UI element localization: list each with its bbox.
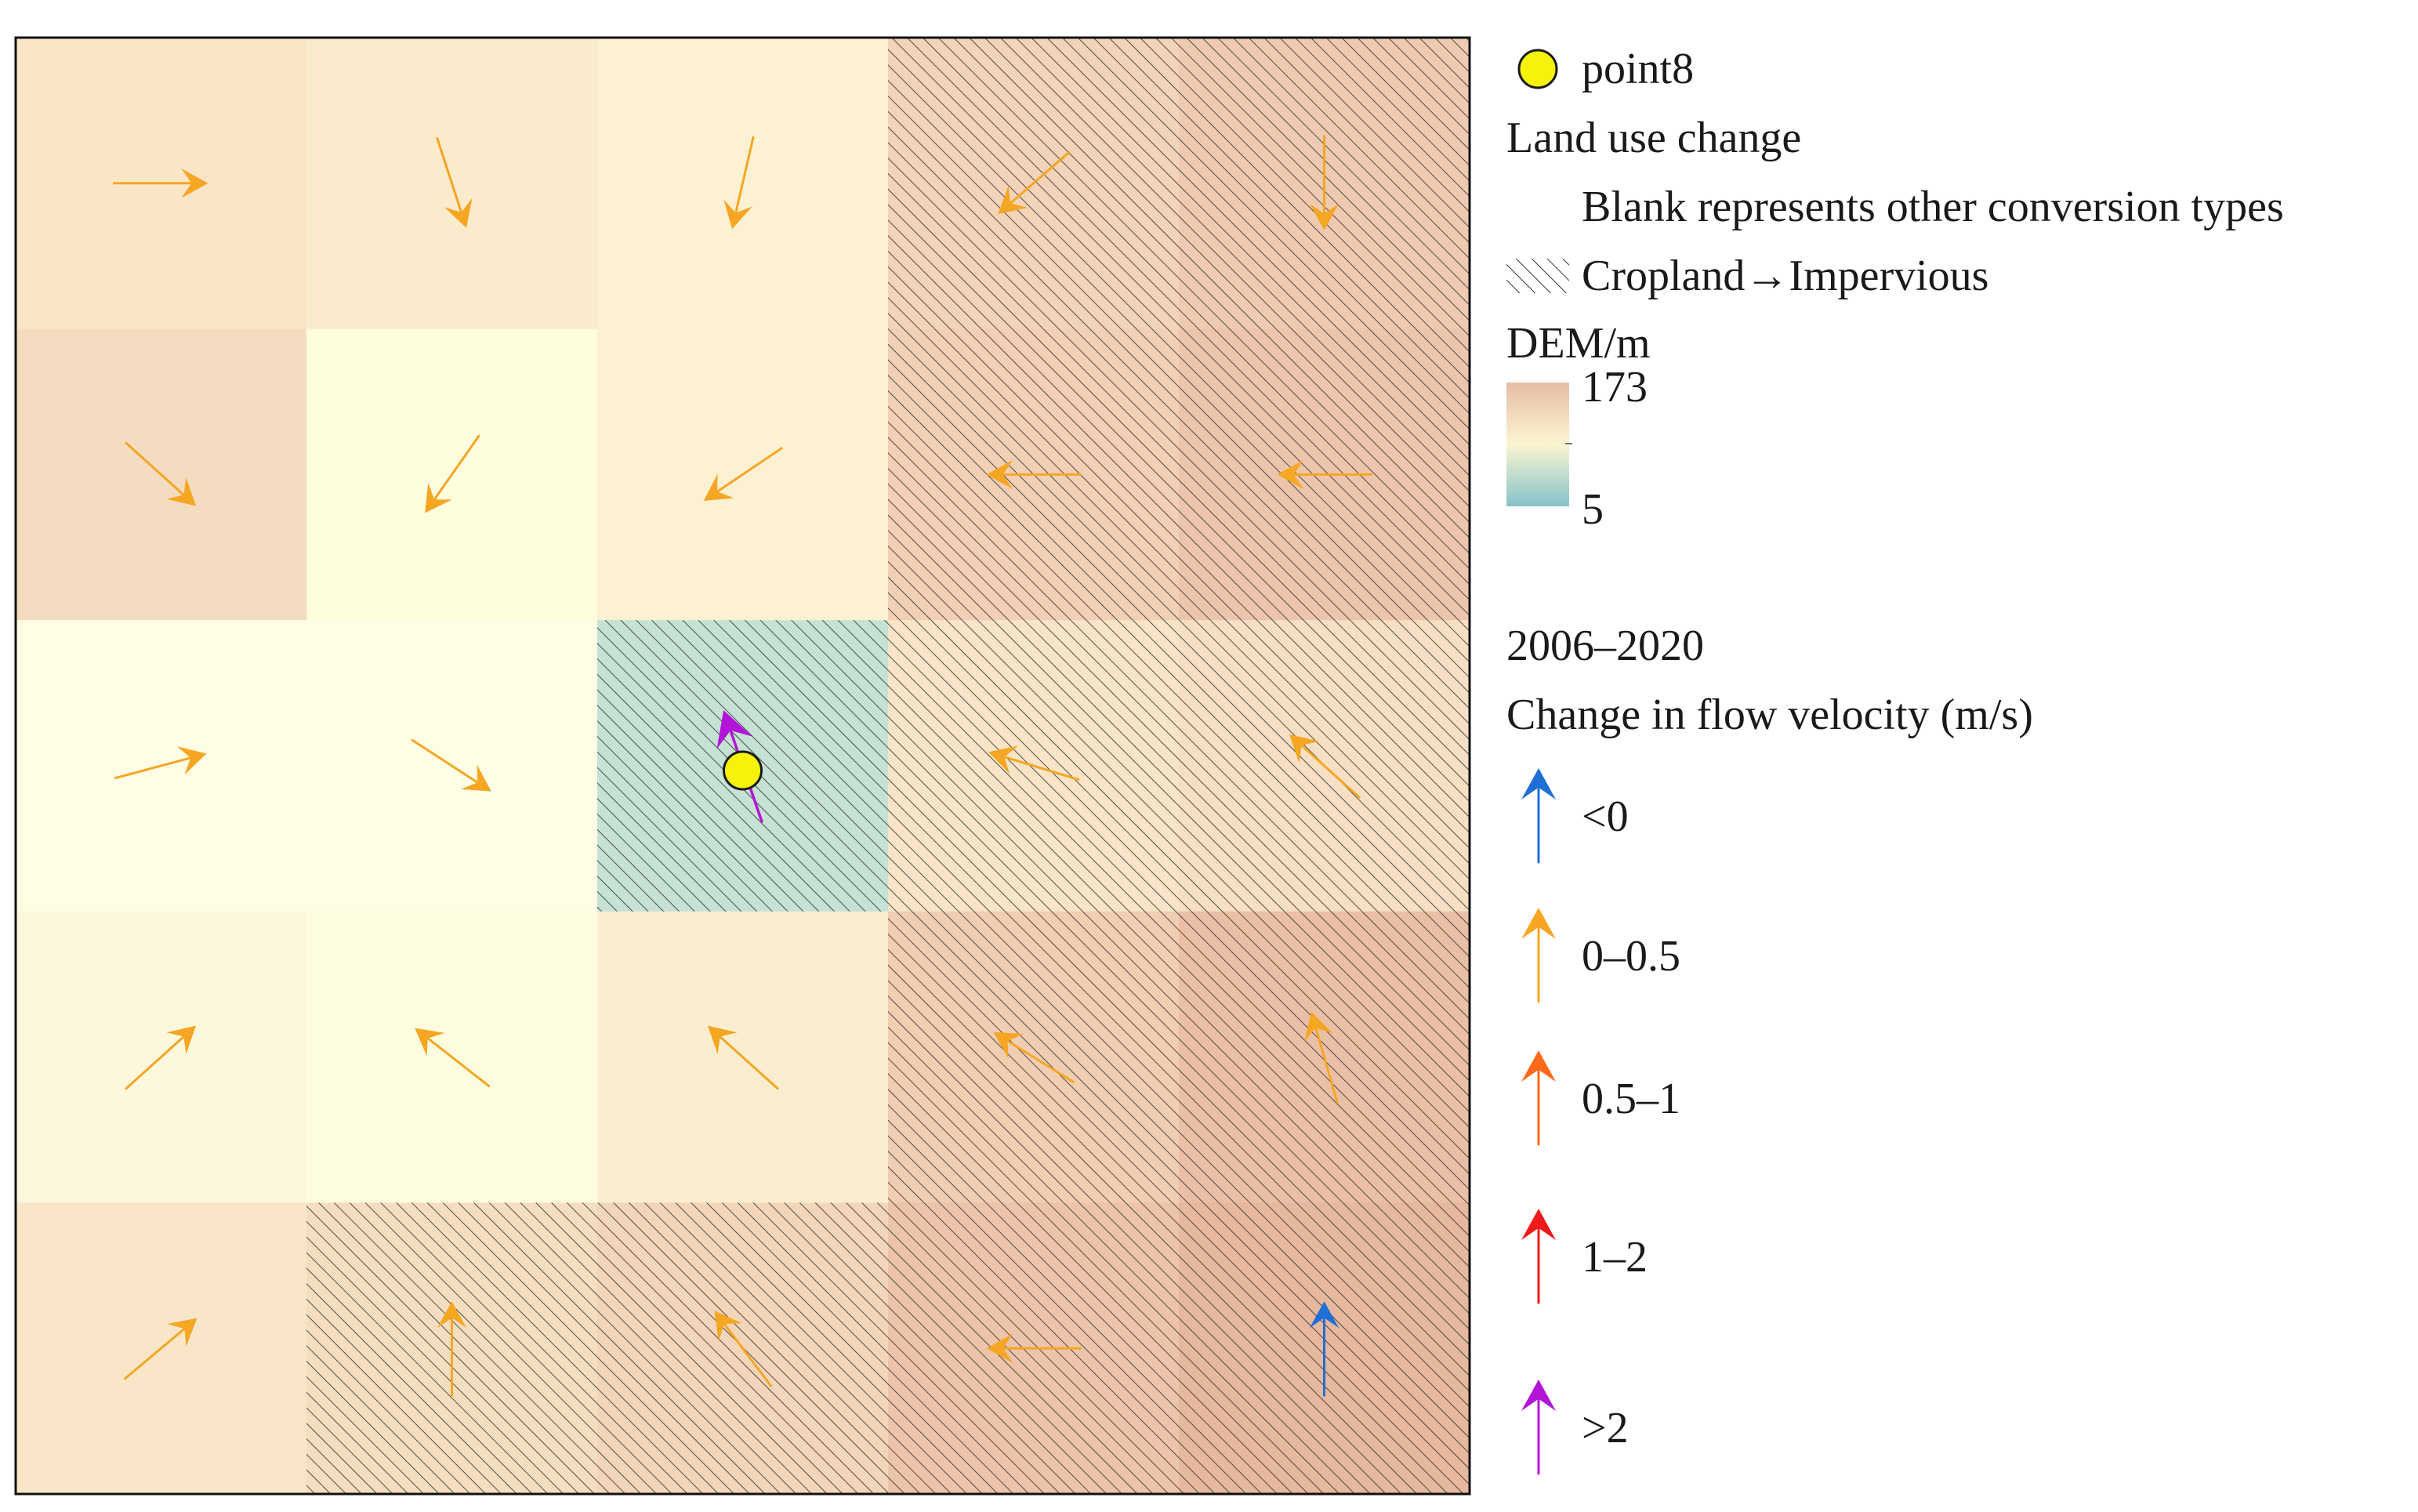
flow-arrow [988, 745, 1080, 781]
flow-arrow [125, 441, 197, 506]
legend-point-label: point8 [1582, 45, 1694, 93]
legend-arrow-0 [1521, 768, 1556, 864]
velocity-classes: <0 0–0.5 0.5–1 1–2 >2 [1521, 768, 1680, 1475]
hatch-label: Cropland→Impervious [1582, 252, 1988, 300]
flow-arrow [437, 1301, 467, 1397]
flow-arrow [714, 1311, 773, 1387]
flow-velocity-map [14, 36, 1471, 1496]
velocity-class-label: 0–0.5 [1582, 932, 1680, 981]
point8-marker [723, 750, 763, 791]
flow-arrow [703, 447, 783, 501]
dem-min-label: 5 [1582, 485, 1604, 534]
flow-arrow [1309, 135, 1340, 230]
flow-arrow [1304, 1011, 1339, 1104]
flow-arrow [436, 137, 473, 228]
flow-arrow [114, 746, 207, 780]
velocity-class-label: <0 [1582, 792, 1629, 841]
blank-description: Blank represents other conversion types [1582, 183, 2284, 231]
flow-arrow [998, 150, 1071, 215]
flow-arrows [113, 135, 1372, 1397]
flow-arrow [411, 738, 491, 792]
velocity-class-label: 1–2 [1582, 1233, 1648, 1282]
flow-arrow [113, 169, 208, 198]
dem-title: DEM/m [1506, 319, 1651, 368]
flow-arrow [425, 434, 480, 513]
flow-arrow [993, 1032, 1075, 1083]
flow-arrow [1289, 734, 1361, 799]
flow-arrow [723, 136, 755, 230]
dem-colorbar [1506, 383, 1569, 506]
flow-arrow [707, 1025, 779, 1090]
legend: point8 Land use change Blank represents … [1506, 45, 2284, 1475]
flow-arrow [986, 1333, 1082, 1363]
velocity-title: Change in flow velocity (m/s) [1506, 691, 2033, 739]
dem-grid [16, 38, 1470, 1495]
map-frame [14, 36, 1471, 1496]
hatch-swatch [1506, 259, 1569, 293]
flow-arrow [415, 1028, 491, 1088]
flow-arrow [1277, 459, 1372, 490]
flow-arrow [124, 1318, 198, 1380]
velocity-class-label: 0.5–1 [1582, 1075, 1680, 1123]
flow-arrow [125, 1025, 197, 1090]
legend-arrow-2 [1521, 1050, 1556, 1146]
period-label: 2006–2020 [1506, 622, 1704, 670]
flow-arrow-negative [1309, 1301, 1340, 1397]
velocity-class-label: >2 [1582, 1404, 1629, 1452]
legend-arrow-1 [1521, 908, 1556, 1003]
dem-max-label: 173 [1582, 363, 1648, 412]
legend-arrow-3 [1521, 1209, 1556, 1304]
landuse-title: Land use change [1506, 114, 1801, 162]
legend-point-symbol [1517, 49, 1558, 89]
flow-arrow [986, 459, 1082, 490]
legend-arrow-4 [1521, 1380, 1556, 1475]
